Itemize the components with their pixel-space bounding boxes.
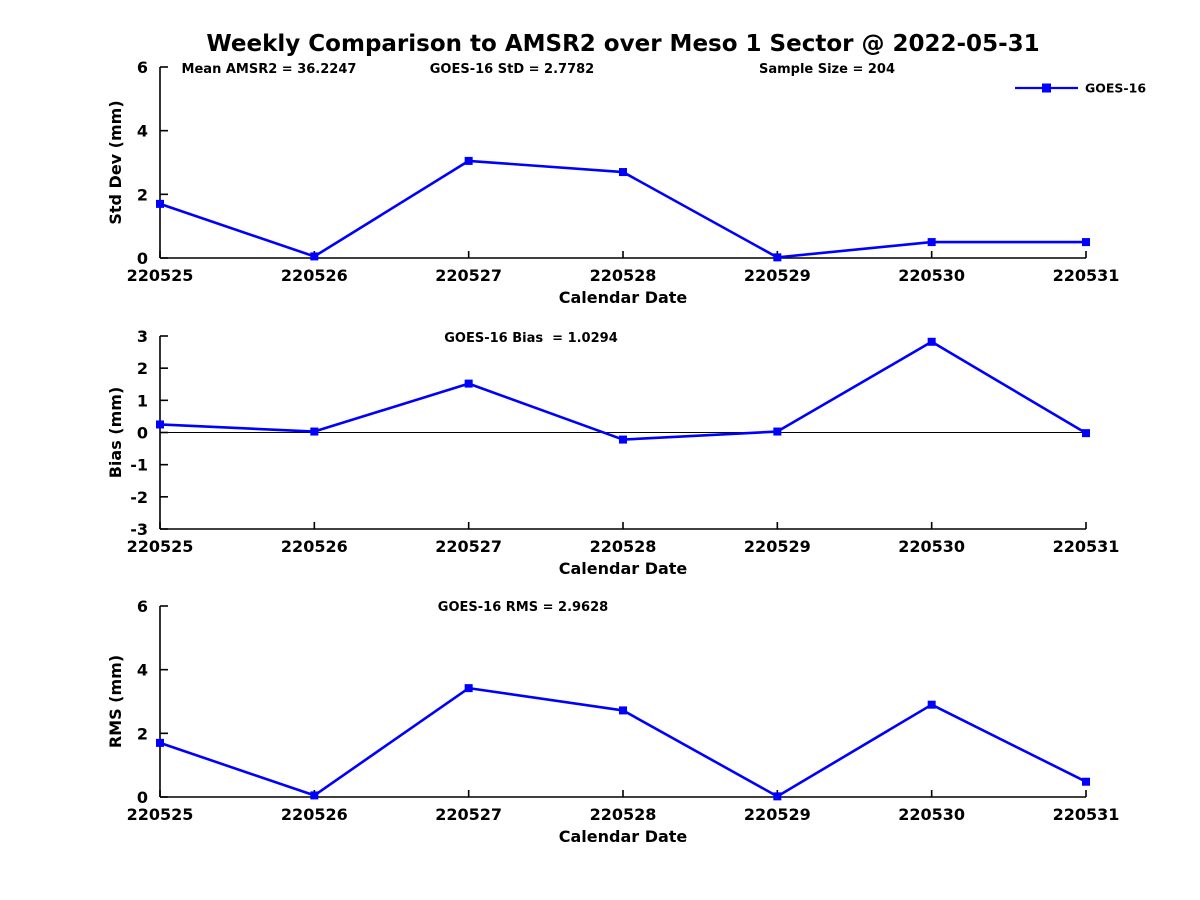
data-point-marker: [773, 792, 782, 801]
data-point-marker: [1082, 429, 1090, 438]
data-point-marker: [619, 706, 627, 715]
subplot-rms: 0 2 4 6 220525 220526 220527 220528 220529 220530…: [106, 597, 1119, 846]
y-axis-title: RMS (mm): [106, 655, 125, 748]
y-tick-label: 0: [137, 249, 148, 268]
x-tick-label: 220528: [590, 537, 657, 556]
y-tick-label: -2: [130, 488, 148, 507]
data-point-marker: [619, 435, 627, 444]
data-point-marker: [1082, 238, 1090, 247]
data-point-marker: [156, 420, 164, 429]
y-tick-label: 4: [137, 661, 148, 680]
legend: GOES-16: [1015, 81, 1146, 96]
y-tick-label: -3: [130, 520, 148, 539]
data-point-marker: [773, 253, 782, 262]
x-axis-title: Calendar Date: [559, 288, 688, 307]
x-tick-label: 220526: [281, 805, 348, 824]
y-axis-title: Std Dev (mm): [106, 100, 125, 224]
y-tick-label: 0: [137, 424, 148, 443]
y-tick-label: 2: [137, 724, 148, 743]
data-point-marker: [310, 791, 319, 800]
x-tick-label: 220530: [898, 537, 965, 556]
x-tick-label: 220527: [435, 805, 502, 824]
legend-label: GOES-16: [1085, 81, 1146, 96]
annotation: GOES-16 StD = 2.7782: [430, 62, 594, 77]
annotation: GOES-16 Bias = 1.0294: [444, 331, 618, 346]
series-line-goes-16: [159, 340, 1087, 441]
x-tick-label: 220526: [281, 537, 348, 556]
series-line-goes-16: [159, 686, 1087, 798]
y-tick-label: 2: [137, 185, 148, 204]
y-tick-label: 1: [137, 391, 148, 410]
data-point-marker: [156, 738, 164, 747]
x-tick-label: 220528: [590, 266, 657, 285]
y-tick-label: 6: [137, 597, 148, 616]
x-axis-title: Calendar Date: [559, 559, 688, 578]
annotation: Sample Size = 204: [759, 62, 895, 77]
y-tick-label: 3: [137, 327, 148, 346]
subplot-bias: -3 -2 -1 0 1 2 3 220525 220526 220527 220528 220529…: [106, 327, 1119, 578]
x-tick-label: 220531: [1053, 266, 1120, 285]
x-axis-title: Calendar Date: [559, 827, 688, 846]
y-tick-label: 6: [137, 58, 148, 77]
data-point-marker: [156, 199, 164, 208]
data-point-marker: [1082, 777, 1090, 786]
x-tick-label: 220525: [127, 805, 194, 824]
y-tick-label: 0: [137, 788, 148, 807]
x-tick-label: 220530: [898, 805, 965, 824]
legend-marker: [1042, 83, 1051, 93]
x-tick-label: 220531: [1053, 537, 1120, 556]
data-point-marker: [619, 168, 627, 177]
data-point-marker: [927, 337, 936, 346]
data-point-marker: [310, 427, 319, 436]
x-tick-label: 220530: [898, 266, 965, 285]
x-tick-label: 220527: [435, 537, 502, 556]
data-point-marker: [927, 700, 936, 709]
annotation: GOES-16 RMS = 2.9628: [438, 600, 608, 615]
x-tick-label: 220527: [435, 266, 502, 285]
y-tick-label: 2: [137, 359, 148, 378]
x-tick-label: 220525: [127, 537, 194, 556]
x-tick-label: 220529: [744, 266, 811, 285]
subplot-std-dev: 0 2 4 6 220525 220526 220527 220528 220529 220530…: [106, 58, 1146, 307]
x-tick-label: 220531: [1053, 805, 1120, 824]
y-tick-label: 4: [137, 122, 148, 141]
x-tick-label: 220529: [744, 805, 811, 824]
x-tick-label: 220529: [744, 537, 811, 556]
data-point-marker: [773, 427, 782, 436]
data-point-marker: [464, 156, 473, 165]
data-point-marker: [464, 684, 473, 693]
x-tick-label: 220528: [590, 805, 657, 824]
y-axis-title: Bias (mm): [106, 387, 125, 479]
data-point-marker: [927, 238, 936, 247]
y-tick-label: -1: [130, 456, 148, 475]
figure-title: Weekly Comparison to AMSR2 over Meso 1 S…: [206, 31, 1040, 57]
x-tick-label: 220526: [281, 266, 348, 285]
data-point-marker: [464, 379, 473, 388]
data-point-marker: [310, 252, 319, 261]
annotation: Mean AMSR2 = 36.2247: [182, 62, 357, 77]
x-tick-label: 220525: [127, 266, 194, 285]
